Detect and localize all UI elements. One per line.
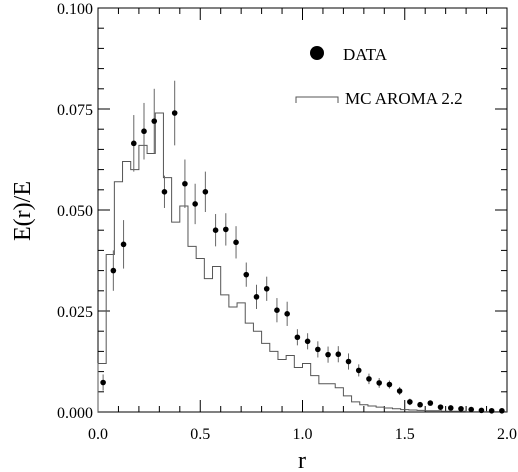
data-point	[274, 307, 280, 313]
data-point	[223, 226, 229, 233]
data-point	[386, 381, 393, 388]
data-point	[192, 201, 198, 207]
y-tick-label: 0.100	[57, 1, 93, 18]
data-point	[417, 401, 423, 408]
data-point	[202, 189, 209, 195]
legend-mc-label: MC AROMA 2.2	[345, 89, 463, 108]
data-point	[233, 239, 239, 246]
data-point	[427, 400, 434, 406]
plot-frame	[97, 7, 508, 413]
y-tick-label: 0.000	[57, 405, 93, 422]
data-point	[212, 227, 219, 233]
x-tick-label: 0.5	[190, 426, 210, 443]
y-axis-title: E(r)/E	[10, 181, 36, 241]
data-point	[304, 338, 311, 345]
data-point	[315, 346, 321, 353]
legend-data-marker	[310, 46, 324, 60]
data-point	[478, 407, 485, 414]
legend-data-label: DATA	[343, 45, 388, 64]
data-point	[100, 379, 106, 386]
data-point	[325, 351, 331, 358]
data-point	[151, 118, 158, 124]
data-point	[366, 376, 372, 382]
data-point	[161, 189, 168, 195]
x-tick-label: 1.5	[395, 426, 415, 443]
x-tick-label: 2.0	[497, 426, 517, 443]
y-axis: 0.000 0.025 0.050 0.075 0.100	[57, 1, 507, 422]
y-tick-label: 0.025	[57, 304, 93, 321]
mc-histogram-series	[97, 112, 507, 413]
plot-border	[97, 7, 508, 413]
data-point	[488, 407, 495, 414]
data-point	[355, 367, 362, 374]
data-point	[141, 128, 147, 135]
data-point	[284, 311, 290, 317]
data-point	[335, 351, 342, 358]
y-tick-label: 0.075	[57, 102, 93, 119]
data-point	[253, 294, 260, 300]
x-tick-label: 1.0	[293, 426, 313, 443]
data-point	[110, 267, 117, 274]
data-point	[458, 405, 464, 412]
data-point	[407, 399, 413, 405]
data-point	[447, 405, 454, 411]
data-point	[294, 334, 301, 341]
data-point	[120, 241, 127, 248]
data-point	[130, 140, 137, 147]
data-point	[171, 110, 178, 116]
data-point	[468, 406, 475, 413]
data-point	[437, 404, 444, 410]
legend: DATA MC AROMA 2.2	[295, 45, 463, 108]
mc-histogram-line	[97, 112, 507, 413]
data-point	[376, 380, 382, 386]
data-point	[396, 388, 403, 394]
y-tick-label: 0.050	[57, 203, 93, 220]
x-tick-label: 0.0	[88, 426, 108, 443]
data-points-series	[100, 80, 505, 414]
data-point	[243, 271, 250, 278]
data-point	[263, 285, 270, 292]
x-axis: 0.0 0.5 1.0 1.5 2.0	[88, 8, 517, 443]
legend-mc-marker	[295, 96, 339, 103]
data-point	[499, 407, 505, 414]
x-axis-title: r	[298, 448, 306, 472]
data-point	[182, 180, 188, 187]
data-point	[345, 358, 352, 365]
